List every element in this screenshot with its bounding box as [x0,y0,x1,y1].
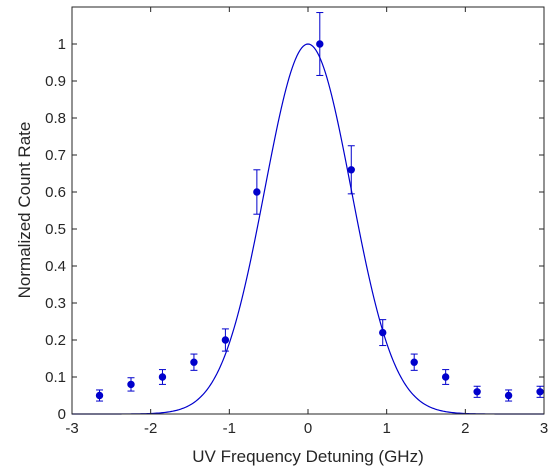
y-tick-label: 0.6 [45,184,66,201]
data-point-group [410,353,418,371]
y-tick-label: 0.8 [45,110,66,127]
data-point [221,336,230,344]
data-point [127,380,135,389]
x-axis-title: UV Frequency Detuning (GHz) [192,447,423,466]
y-axis-ticks: 0 0.1 0.2 0.3 0.4 0.5 0.6 0.7 0.8 0.9 1 [45,36,544,423]
y-tick-label: 0.3 [45,295,66,312]
data-point [190,358,198,366]
x-tick-label: 2 [461,420,469,437]
data-point [253,188,261,196]
data-point-group [221,328,230,352]
data-point-group [536,385,544,398]
y-axis-title: Normalized Count Rate [15,122,34,299]
data-point [536,388,544,396]
x-tick-label: -2 [144,420,157,437]
y-tick-label: 0.5 [45,221,66,238]
data-point-group [504,389,513,402]
plot-area [72,7,544,414]
data-point [473,388,481,396]
y-tick-label: 1 [58,36,66,53]
data-point-group [316,12,324,76]
x-tick-label: 0 [304,420,312,437]
data-point-group [95,389,104,402]
data-point-group [127,377,135,392]
data-point [441,373,450,381]
x-tick-label: 3 [540,420,548,437]
data-point-group [473,385,481,398]
x-tick-label: -1 [223,420,236,437]
data-point-group [347,145,355,195]
data-point-group [158,369,167,385]
data-point-group [190,353,198,371]
x-tick-label: -3 [65,420,78,437]
data-points-layer [95,12,544,402]
data-point [504,391,513,400]
y-tick-label: 0.2 [45,332,66,349]
data-point-group [441,369,450,385]
data-point [95,391,104,400]
data-point [347,166,355,174]
data-point [158,373,167,381]
y-tick-label: 0 [58,406,66,423]
data-point [410,358,418,366]
x-axis-ticks: -3 -2 -1 0 1 2 3 [65,7,548,437]
data-point-group [379,319,387,347]
data-point [316,40,324,48]
y-tick-label: 0.7 [45,147,66,164]
x-tick-label: 1 [382,420,390,437]
data-point-group [253,169,261,215]
y-tick-label: 0.9 [45,73,66,90]
y-tick-label: 0.1 [45,369,66,386]
y-tick-label: 0.4 [45,258,66,275]
data-point [379,328,387,337]
